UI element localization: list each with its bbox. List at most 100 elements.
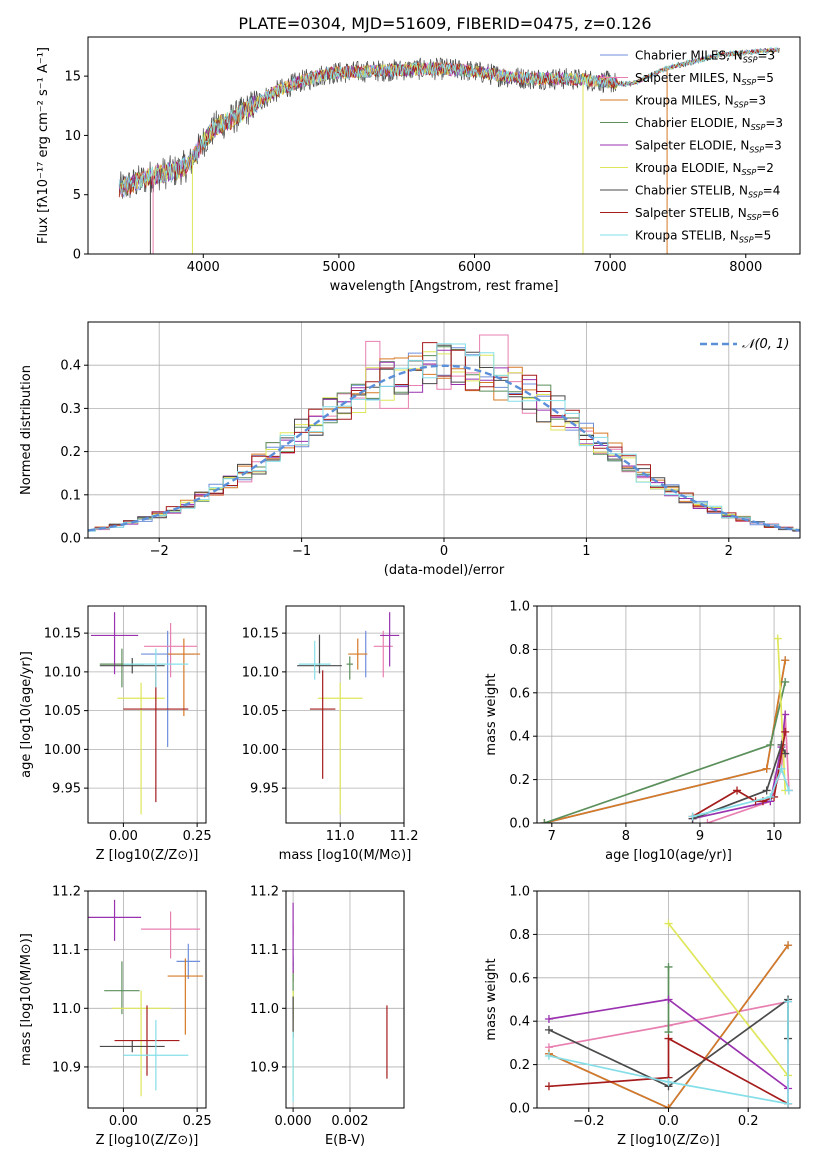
weight-line [692, 714, 787, 820]
legend-count: =3 [764, 139, 782, 153]
x-tick-label: −1 [292, 544, 311, 559]
y-tick-label: 0.3 [60, 402, 81, 417]
y-tick-label: 9.95 [250, 782, 279, 797]
weight-line [544, 660, 787, 823]
weight-marker [781, 710, 790, 719]
plot-area [118, 45, 780, 254]
y-tick-label: 10.10 [44, 665, 81, 680]
x-axis-label: age [log10(age/yr)] [605, 848, 732, 863]
weight-marker [784, 1099, 793, 1108]
y-tick-label: 0.0 [509, 817, 530, 832]
weight-line [692, 742, 786, 820]
x-tick-label: −2 [150, 544, 169, 559]
y-axis-label: mass weight [484, 673, 499, 755]
y-tick-label: 0.2 [509, 1058, 530, 1073]
x-tick-label: 0.25 [183, 1114, 212, 1129]
y-tick-label: 10.00 [242, 743, 279, 758]
weight-marker [544, 1015, 553, 1024]
weight-marker [664, 1077, 673, 1086]
y-tick-label: 11.1 [52, 943, 81, 958]
x-tick-label: 8000 [729, 260, 762, 275]
y-tick-label: 11.2 [52, 885, 81, 900]
y-tick-label: 11.1 [250, 943, 279, 958]
gaussian-curve [88, 364, 800, 532]
legend-count: =3 [748, 94, 766, 108]
x-tick-label: 11.0 [326, 829, 355, 844]
weight-marker [766, 740, 775, 749]
legend-entry: Chabrier ELODIE, NSSP=3 [635, 116, 783, 132]
plot-area [540, 634, 793, 823]
y-tick-label: 11.0 [52, 1002, 81, 1017]
y-tick-label: 15 [64, 70, 81, 85]
axes-frame [87, 890, 207, 1109]
y-tick-label: 0 [73, 248, 81, 263]
weight-marker [664, 1104, 673, 1108]
y-tick-label: 10.9 [52, 1060, 81, 1075]
legend-subscript: SSP [749, 146, 764, 155]
panel-spectrum: 4000 5000 6000 7000 8000 0 5 10 15 wavelength [An… [36, 36, 801, 294]
legend-text: Kroupa ELODIE, N [635, 161, 742, 175]
weight-line [548, 1037, 789, 1105]
y-tick-label: 5 [73, 188, 81, 203]
y-tick-label: 0.0 [509, 1102, 530, 1117]
legend-subscript: SSP [742, 78, 757, 87]
weight-marker [781, 727, 790, 736]
plot-area [90, 612, 201, 815]
y-tick-label: 10.05 [242, 704, 279, 719]
weight-line [548, 944, 789, 1108]
x-tick-label: 0.00 [109, 1114, 138, 1129]
y-tick-label: 10.05 [44, 704, 81, 719]
x-tick-label: 7 [548, 829, 556, 844]
legend-entry: Kroupa STELIB, NSSP=5 [635, 229, 771, 245]
x-tick-label: 0 [440, 544, 448, 559]
weight-line [548, 1001, 789, 1105]
legend-subscript: SSP [742, 168, 757, 177]
weight-marker [777, 764, 786, 773]
x-tick-label: 8 [622, 829, 630, 844]
x-tick-label: 0.00 [109, 829, 138, 844]
y-tick-label: 0.8 [509, 928, 530, 943]
legend-text: Chabrier MILES, N [635, 49, 743, 63]
axes-frame [87, 605, 207, 824]
y-tick-label: 9.95 [52, 782, 81, 797]
weight-marker [688, 812, 697, 821]
weight-line [667, 922, 789, 1077]
panel-mass-vs-z: 0.00 0.25 10.9 11.0 11.1 11.2 Z [log10(Z/Z⊙)] m… [19, 885, 212, 1149]
x-axis-label: Z [log10(Z/Z⊙)] [96, 848, 199, 863]
weight-marker [544, 1025, 553, 1034]
x-tick-label: 11.2 [390, 829, 419, 844]
y-tick-label: 10 [64, 129, 81, 144]
y-axis-label: Flux [fλ10⁻¹⁷ erg cm⁻² s⁻¹ A⁻¹] [36, 47, 51, 244]
legend-subscript: SSP [734, 101, 749, 110]
weight-marker [762, 764, 771, 773]
legend-count: =5 [754, 229, 772, 243]
legend-subscript: SSP [751, 123, 766, 132]
weight-line [692, 766, 790, 818]
weight-marker [664, 995, 673, 1004]
y-tick-label: 10.10 [242, 665, 279, 680]
weight-marker [762, 786, 771, 795]
y-tick-label: 0.8 [509, 643, 530, 658]
y-tick-label: 10.15 [44, 627, 81, 642]
weight-line [544, 660, 787, 823]
weight-marker [781, 677, 790, 686]
y-tick-label: 11.2 [250, 885, 279, 900]
x-tick-label: 0.0 [658, 1114, 679, 1129]
x-axis-label: E(B-V) [325, 1133, 365, 1148]
legend-count: =6 [761, 206, 779, 220]
legend-text: Kroupa MILES, N [635, 94, 734, 108]
x-axis-label: mass [log10(M/M⊙)] [279, 848, 412, 863]
y-axis-label: mass [log10(M/M⊙)] [19, 933, 34, 1066]
panel-age-vs-mass: 11.0 11.2 9.95 10.00 10.05 10.10 10.15 mass [lo… [242, 605, 419, 863]
y-tick-label: 0.0 [60, 532, 81, 547]
weight-marker [664, 1034, 673, 1043]
y-tick-label: 0.4 [60, 359, 81, 374]
weight-marker [784, 786, 793, 795]
y-tick-label: 10.00 [44, 743, 81, 758]
axes-frame [87, 36, 801, 255]
y-tick-label: 0.4 [509, 1015, 530, 1030]
plot-area [544, 919, 793, 1108]
y-tick-label: 0.1 [60, 488, 81, 503]
x-tick-label: 0.25 [183, 829, 212, 844]
